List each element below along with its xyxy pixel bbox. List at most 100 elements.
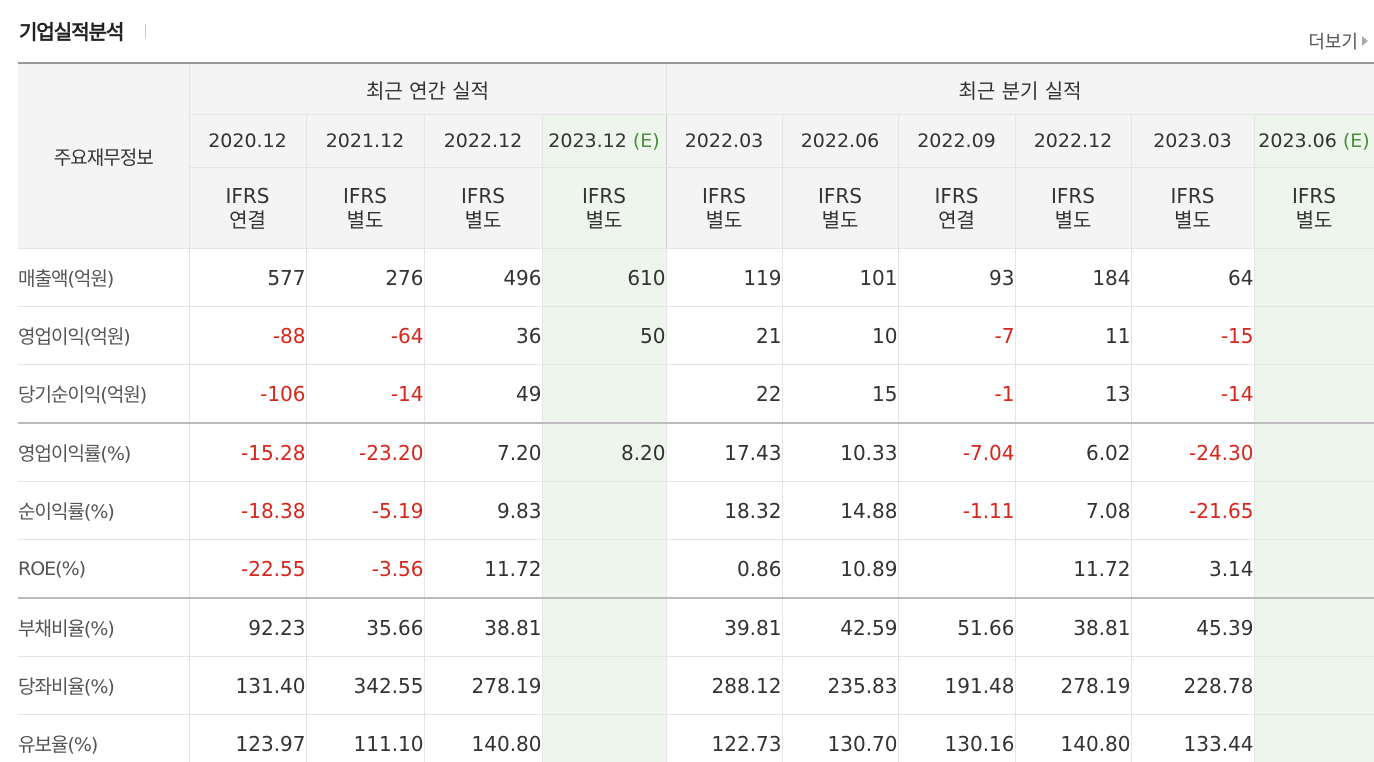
table-cell: 8.20 [542,422,667,482]
table-cell: 15 [782,364,899,424]
table-row: 매출액(억원) 577 276 496 610 119 101 93 184 64 [18,248,1374,307]
period-header: 2022.03 [666,114,783,168]
period-header: 2022.12 [424,114,543,168]
table-cell: 45.39 [1131,597,1255,657]
table-cell: 3.14 [1131,539,1255,599]
table-cell: 140.80 [1015,714,1132,762]
chevron-right-icon [1362,36,1368,46]
table-cell: 92.23 [189,597,307,657]
table-cell: 342.55 [306,656,425,715]
table-cell [1254,597,1374,657]
period-label: 2022.09 [917,130,996,152]
table-cell [542,481,667,540]
table-cell [898,539,1016,599]
ifrs-standard: IFRS [343,184,387,208]
table-cell: 130.16 [898,714,1016,762]
table-cell: 288.12 [666,656,783,715]
ifrs-badge: IFRS 별도 [1131,167,1255,249]
row-label: ROE(%) [18,539,190,599]
ifrs-basis: 별도 [1054,208,1092,232]
table-cell: -24.30 [1131,422,1255,482]
table-cell [542,597,667,657]
table-cell: 10 [782,306,899,365]
table-cell [1254,714,1374,762]
table-cell: 577 [189,248,307,307]
period-label: 2022.12 [1033,130,1113,152]
table-cell: 122.73 [666,714,783,762]
ifrs-basis: 별도 [1295,208,1333,232]
ifrs-badge: IFRS 별도 [782,167,899,249]
table-row: 영업이익(억원) -88 -64 36 50 21 10 -7 11 -15 [18,306,1374,365]
table-cell: 6.02 [1015,422,1132,482]
period-header: 2022.09 [898,114,1016,168]
table-row: 당좌비율(%) 131.40 342.55 278.19 288.12 235.83 191… [18,656,1374,715]
period-header: 2022.12 [1015,114,1132,168]
estimate-mark: (E) [632,130,660,152]
period-label: 2023.12 [548,130,627,152]
table-cell: -64 [306,306,425,365]
table-cell: -7.04 [898,422,1016,482]
ifrs-basis: 별도 [1174,208,1211,232]
table-cell: 36 [424,306,543,365]
period-header: 2023.03 [1131,114,1255,168]
table-cell: 42.59 [782,597,899,657]
table-cell: 51.66 [898,597,1016,657]
ifrs-standard: IFRS [225,184,270,208]
table-cell: -1.11 [898,481,1016,540]
title-divider [145,24,146,38]
row-label: 매출액(억원) [18,248,190,307]
table-row: 유보율(%) 123.97 111.10 140.80 122.73 130.70 130.… [18,714,1374,762]
table-cell: 119 [666,248,783,307]
table-row: 영업이익률(%) -15.28 -23.20 7.20 8.20 17.43 10.33 -7… [18,422,1374,482]
table-cell: 17.43 [666,422,783,482]
table-cell: 49 [424,364,543,424]
row-label: 유보율(%) [18,714,190,762]
period-header: 2020.12 [189,114,307,168]
period-header: 2021.12 [306,114,425,168]
table-cell [542,364,667,424]
table-cell: 35.66 [306,597,425,657]
table-cell: 131.40 [189,656,307,715]
table-cell [1254,656,1374,715]
period-label: 2021.12 [325,130,405,152]
table-cell: 191.48 [898,656,1016,715]
table-cell: -14 [306,364,425,424]
ifrs-badge: IFRS 별도 [1254,167,1374,249]
table-cell: 7.20 [424,422,543,482]
table-cell: 38.81 [1015,597,1132,657]
ifrs-standard: IFRS [702,184,746,208]
ifrs-badge: IFRS 별도 [542,167,667,249]
period-label: 2023.06 [1258,130,1337,152]
estimate-mark: (E) [1342,130,1370,152]
table-cell: -1 [898,364,1016,424]
ifrs-basis: 별도 [705,208,743,232]
ifrs-badge: IFRS 연결 [189,167,307,249]
table-cell [1254,364,1374,424]
ifrs-standard: IFRS [461,184,505,208]
table-cell: 7.08 [1015,481,1132,540]
row-label: 부채비율(%) [18,597,190,657]
table-cell: -106 [189,364,307,424]
table-cell: 140.80 [424,714,543,762]
table-cell: -15 [1131,306,1255,365]
table-cell: -5.19 [306,481,425,540]
table-cell: 38.81 [424,597,543,657]
period-header: 2023.06 (E) [1254,114,1374,168]
ifrs-standard: IFRS [934,184,979,208]
annual-group-header: 최근 연간 실적 [189,62,667,115]
table-row: 부채비율(%) 92.23 35.66 38.81 39.81 42.59 51.66 38.… [18,597,1374,657]
table-cell [1254,248,1374,307]
table-cell: 278.19 [1015,656,1132,715]
table-cell: 0.86 [666,539,783,599]
ifrs-standard: IFRS [1292,184,1336,208]
row-label: 당좌비율(%) [18,656,190,715]
row-label: 영업이익(억원) [18,306,190,365]
table-cell: -21.65 [1131,481,1255,540]
ifrs-badge: IFRS 별도 [666,167,783,249]
more-link[interactable]: 더보기 [1308,28,1368,54]
table-cell: 111.10 [306,714,425,762]
more-link-label[interactable]: 더보기 [1308,32,1358,53]
table-row: 순이익률(%) -18.38 -5.19 9.83 18.32 14.88 -1.11 7.0… [18,481,1374,540]
table-cell [542,539,667,599]
ifrs-badge: IFRS 별도 [306,167,425,249]
